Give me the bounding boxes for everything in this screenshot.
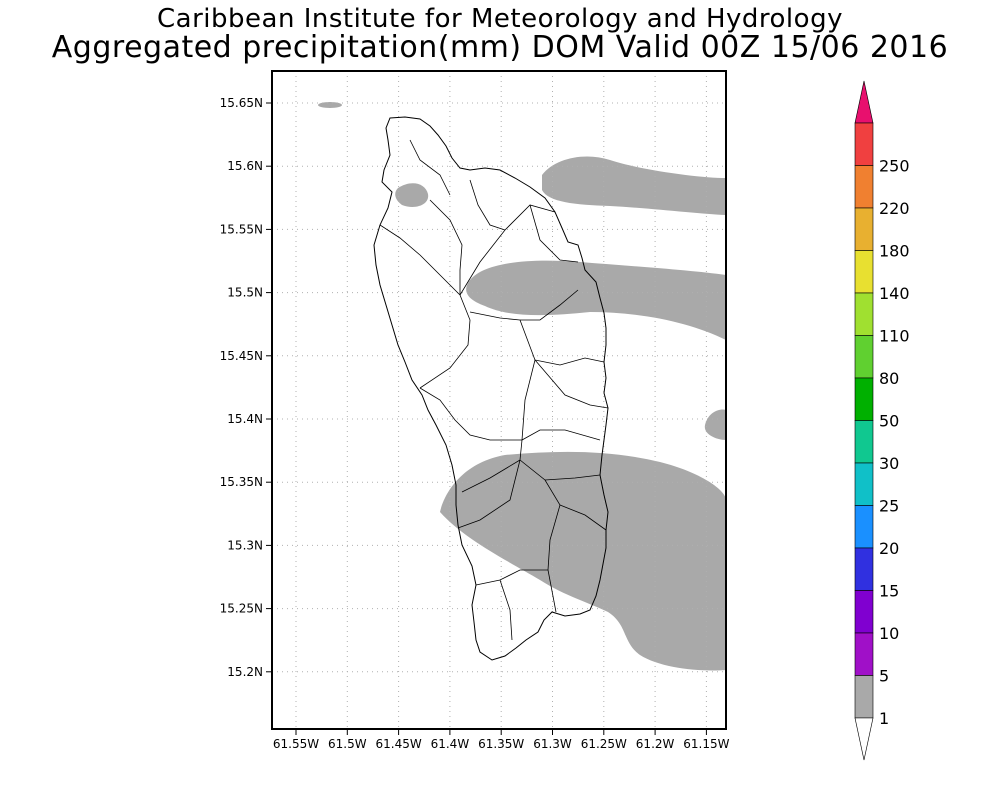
lon-label: 61.3W (533, 737, 572, 751)
colorbar-label: 220 (879, 199, 910, 218)
lon-label: 61.4W (431, 737, 470, 751)
lon-label: 61.15W (683, 737, 729, 751)
precip-area (395, 183, 429, 207)
lat-label: 15.55N (220, 222, 263, 236)
precip-area (542, 156, 726, 215)
chart-subtitle: Aggregated precipitation(mm) DOM Valid 0… (51, 30, 949, 65)
colorbar-segment (854, 632, 874, 676)
colorbar-label: 250 (879, 157, 910, 176)
colorbar-segment (854, 590, 874, 634)
colorbar-segment (854, 377, 874, 421)
colorbar-segment (854, 420, 874, 464)
lat-label: 15.4N (227, 412, 263, 426)
colorbar-label: 180 (879, 242, 910, 261)
colorbar-top-arrow (854, 80, 874, 124)
chart-title: Caribbean Institute for Meteorology and … (157, 4, 843, 34)
lat-label: 15.5N (227, 286, 263, 300)
precip-area (318, 102, 342, 108)
colorbar-segment (854, 505, 874, 549)
island-dominica (373, 116, 609, 661)
lat-label: 15.2N (227, 665, 263, 679)
colorbar-label: 140 (879, 284, 910, 303)
colorbar-segment (854, 165, 874, 209)
colorbar-label: 1 (879, 709, 889, 728)
colorbar-label: 80 (879, 369, 899, 388)
precip-area (704, 409, 726, 440)
colorbar-segment (854, 675, 874, 719)
colorbar-segment (854, 462, 874, 506)
colorbar-label: 25 (879, 497, 899, 516)
lat-label: 15.6N (227, 159, 263, 173)
lon-label: 61.5W (328, 737, 367, 751)
lon-label: 61.55W (273, 737, 319, 751)
lat-label: 15.65N (220, 96, 263, 110)
colorbar-label: 50 (879, 412, 899, 431)
lat-label: 15.25N (220, 602, 263, 616)
colorbar-segment (854, 292, 874, 336)
lon-label: 61.35W (478, 737, 524, 751)
colorbar-segment (854, 250, 874, 294)
colorbar-label: 30 (879, 454, 899, 473)
precip-area (440, 451, 726, 671)
colorbar-segment (854, 335, 874, 379)
precipitation-areas (318, 102, 726, 671)
lat-label: 15.45N (220, 349, 263, 363)
colorbar-segment (854, 122, 874, 166)
lon-label: 61.45W (375, 737, 421, 751)
colorbar-label: 15 (879, 582, 899, 601)
colorbar-label: 10 (879, 624, 899, 643)
watershed-boundaries (379, 139, 609, 641)
lat-label: 15.3N (227, 538, 263, 552)
lat-label: 15.35N (220, 475, 263, 489)
colorbar-label: 5 (879, 667, 889, 686)
precip-area (466, 260, 726, 340)
colorbar-label: 20 (879, 539, 899, 558)
map-frame (271, 70, 727, 730)
colorbar-segment (854, 207, 874, 251)
colorbar-label: 110 (879, 327, 910, 346)
grid-lines (266, 71, 726, 735)
lon-label: 61.25W (581, 737, 627, 751)
lon-label: 61.2W (636, 737, 675, 751)
latitude-labels: 15.65N 15.6N 15.55N 15.5N 15.45N 15.4N 15.35N 1… (220, 96, 263, 679)
colorbar-bottom-arrow (854, 717, 874, 761)
coastline (373, 116, 609, 661)
colorbar-segment (854, 547, 874, 591)
longitude-labels: 61.55W 61.5W 61.45W 61.4W 61.35W 61.3W 61.25W 6… (273, 737, 730, 751)
